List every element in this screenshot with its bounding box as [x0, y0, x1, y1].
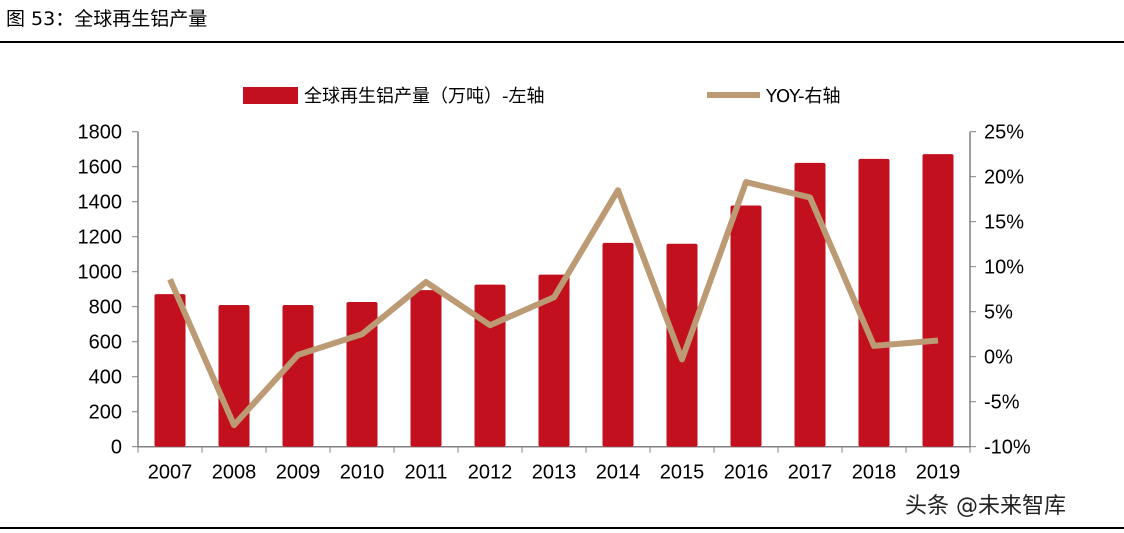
- right-tick-label: 10%: [984, 257, 1024, 279]
- right-tick-label: -5%: [984, 392, 1020, 414]
- bar-2016: [730, 205, 762, 447]
- bar-2017: [794, 162, 826, 447]
- left-tick-label: 1800: [78, 122, 123, 144]
- bar-2011: [410, 290, 442, 447]
- bar-2018: [858, 158, 890, 447]
- x-tick-label: 2019: [916, 462, 961, 484]
- top-rule: [0, 41, 1124, 43]
- bar-2014: [602, 242, 634, 447]
- bar-2007: [154, 294, 186, 447]
- right-tick-label: 5%: [984, 302, 1013, 324]
- x-tick-label: 2013: [532, 462, 577, 484]
- left-tick-label: 200: [89, 402, 122, 424]
- right-tick-label: 0%: [984, 347, 1013, 369]
- x-tick-label: 2014: [596, 462, 641, 484]
- x-tick-label: 2010: [340, 462, 385, 484]
- left-tick-label: 1600: [78, 157, 123, 179]
- x-tick-label: 2009: [276, 462, 321, 484]
- legend-bar-label: 全球再生铝产量（万吨）-左轴: [304, 86, 545, 107]
- x-tick-label: 2017: [788, 462, 833, 484]
- left-tick-label: 1400: [78, 192, 123, 214]
- figure-title: 图 53：全球再生铝产量: [6, 8, 208, 30]
- x-tick-label: 2011: [404, 462, 447, 484]
- bar-2015: [666, 243, 698, 447]
- left-tick-label: 1200: [78, 227, 123, 249]
- legend-line-label: YOY-右轴: [765, 86, 841, 107]
- legend-bar-swatch: [243, 87, 298, 104]
- right-tick-label: 15%: [984, 212, 1024, 234]
- left-tick-label: 600: [89, 332, 122, 354]
- bar-2009: [282, 304, 314, 447]
- x-tick-label: 2016: [724, 462, 769, 484]
- right-tick-label: 25%: [984, 122, 1024, 144]
- x-tick-label: 2012: [468, 462, 513, 484]
- bar-2013: [538, 274, 570, 447]
- bar-2019: [922, 154, 954, 447]
- bottom-rule: [0, 527, 1124, 529]
- right-tick-label: 20%: [984, 167, 1024, 189]
- x-tick-label: 2015: [660, 462, 705, 484]
- bar-2012: [474, 284, 506, 447]
- right-tick-label: -10%: [984, 437, 1031, 459]
- x-tick-label: 2008: [212, 462, 257, 484]
- left-tick-label: 400: [89, 367, 122, 389]
- left-tick-label: 0: [111, 437, 122, 459]
- x-tick-label: 2018: [852, 462, 897, 484]
- left-tick-label: 1000: [78, 262, 123, 284]
- watermark: 头条 @未来智库: [905, 494, 1066, 519]
- x-tick-label: 2007: [148, 462, 193, 484]
- left-tick-label: 800: [89, 297, 122, 319]
